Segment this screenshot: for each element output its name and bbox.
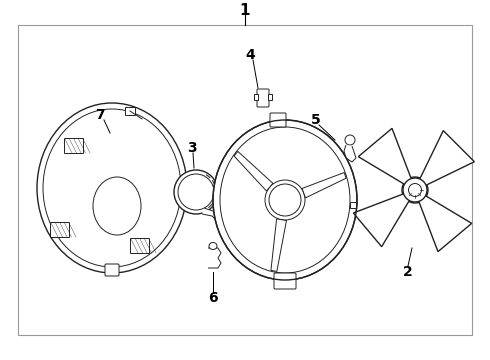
Polygon shape bbox=[344, 145, 356, 162]
FancyBboxPatch shape bbox=[270, 113, 286, 127]
Text: 4: 4 bbox=[245, 48, 255, 62]
Ellipse shape bbox=[402, 177, 428, 203]
Ellipse shape bbox=[174, 170, 218, 214]
Polygon shape bbox=[234, 152, 273, 191]
Ellipse shape bbox=[93, 177, 141, 235]
Ellipse shape bbox=[265, 180, 305, 220]
Bar bbox=[18, 25, 472, 335]
Bar bbox=[254, 94, 258, 100]
Ellipse shape bbox=[269, 184, 301, 216]
Ellipse shape bbox=[345, 135, 355, 145]
Text: 5: 5 bbox=[311, 113, 321, 127]
Text: 2: 2 bbox=[403, 265, 413, 279]
Ellipse shape bbox=[37, 103, 187, 273]
Bar bbox=[125, 107, 135, 115]
Ellipse shape bbox=[213, 120, 357, 280]
Bar bbox=[350, 202, 356, 208]
Ellipse shape bbox=[408, 183, 422, 197]
FancyBboxPatch shape bbox=[257, 89, 269, 107]
Ellipse shape bbox=[209, 243, 217, 249]
Text: 6: 6 bbox=[208, 291, 218, 305]
Polygon shape bbox=[358, 129, 412, 185]
Bar bbox=[268, 94, 272, 100]
Ellipse shape bbox=[409, 184, 421, 197]
Polygon shape bbox=[302, 172, 346, 198]
Ellipse shape bbox=[217, 220, 223, 225]
Text: 1: 1 bbox=[240, 3, 250, 18]
FancyBboxPatch shape bbox=[50, 222, 70, 238]
Polygon shape bbox=[208, 248, 221, 268]
Polygon shape bbox=[418, 195, 472, 252]
FancyBboxPatch shape bbox=[105, 264, 119, 276]
Ellipse shape bbox=[220, 127, 350, 273]
FancyBboxPatch shape bbox=[130, 239, 149, 253]
FancyBboxPatch shape bbox=[274, 273, 296, 289]
FancyBboxPatch shape bbox=[65, 139, 83, 153]
Polygon shape bbox=[202, 208, 224, 222]
Text: 7: 7 bbox=[95, 108, 105, 122]
Ellipse shape bbox=[178, 174, 214, 210]
Ellipse shape bbox=[403, 178, 427, 202]
Text: 3: 3 bbox=[187, 141, 197, 155]
Polygon shape bbox=[419, 131, 474, 186]
Polygon shape bbox=[271, 219, 287, 271]
Polygon shape bbox=[353, 193, 410, 247]
